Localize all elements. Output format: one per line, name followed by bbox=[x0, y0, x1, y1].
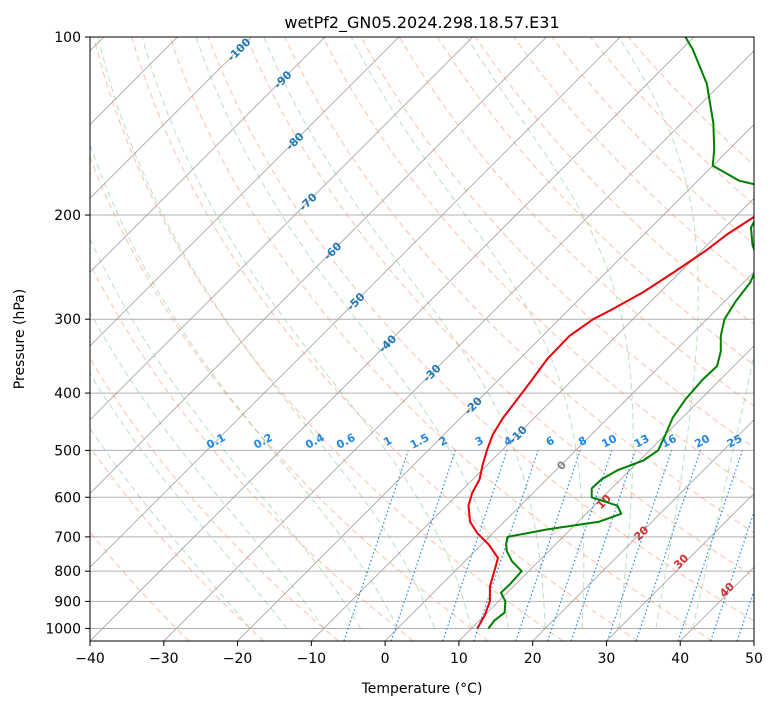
dry-adiabat-line bbox=[245, 37, 754, 578]
isotherm-line bbox=[458, 345, 754, 641]
isotherm-line bbox=[90, 37, 326, 273]
isotherm-line bbox=[90, 37, 547, 495]
moist-adiabat-lines bbox=[90, 37, 754, 629]
dry-adiabat-line bbox=[284, 37, 754, 534]
isotherm-line bbox=[606, 492, 754, 641]
moist-adiabat-line bbox=[692, 353, 754, 629]
moist-adiabat-line bbox=[90, 237, 362, 629]
mixing-ratio-line bbox=[677, 450, 743, 641]
x-tick-label: −10 bbox=[297, 651, 327, 667]
isotherm-line bbox=[237, 123, 754, 641]
y-tick-label: 400 bbox=[54, 386, 81, 402]
x-tick-label: 10 bbox=[450, 651, 468, 667]
moist-adiabat-line bbox=[90, 372, 288, 629]
y-tick-label: 200 bbox=[54, 208, 81, 224]
x-axis-title: Temperature (°C) bbox=[361, 681, 483, 697]
moist-adiabat-line bbox=[263, 37, 546, 629]
dry-adiabat-line bbox=[169, 37, 713, 641]
y-tick-label: 800 bbox=[54, 564, 81, 580]
x-tick-label: 50 bbox=[745, 651, 763, 667]
mixing-ratio-lines bbox=[343, 450, 754, 641]
isotherm-line bbox=[90, 37, 695, 641]
isotherm-line bbox=[163, 50, 754, 641]
x-axis: −40 −30 −20 −10 0 10 20 30 40 50 bbox=[75, 641, 763, 667]
mixing-ratio-label: 20 bbox=[692, 432, 712, 451]
mixing-ratio-label: 13 bbox=[632, 432, 652, 451]
mixing-ratio-line bbox=[547, 450, 613, 641]
y-tick-label: 1000 bbox=[45, 621, 81, 637]
y-tick-label: 700 bbox=[54, 530, 81, 546]
isotherm-line bbox=[90, 37, 252, 199]
mixing-ratio-line bbox=[606, 450, 673, 641]
x-tick-label: −40 bbox=[75, 651, 105, 667]
y-tick-label: 500 bbox=[54, 443, 81, 459]
mixing-ratio-label: 10 bbox=[599, 432, 619, 451]
moist-adiabat-line bbox=[350, 37, 585, 629]
x-tick-label: −30 bbox=[149, 651, 179, 667]
plot-frame bbox=[89, 36, 755, 642]
x-tick-label: −20 bbox=[223, 651, 253, 667]
mixing-ratio-label: 30 bbox=[753, 432, 773, 451]
dewpoint-profile bbox=[487, 37, 754, 630]
y-tick-label: 900 bbox=[54, 594, 81, 610]
mixing-ratio-line bbox=[515, 450, 581, 641]
mixing-ratio-line bbox=[710, 510, 754, 641]
pressure-gridlines bbox=[90, 37, 754, 629]
moist-adiabat-line bbox=[618, 37, 699, 629]
mixing-ratio-label: 25 bbox=[725, 432, 745, 451]
moist-adiabat-line bbox=[97, 37, 435, 629]
sounding-profiles bbox=[467, 37, 754, 630]
dry-adiabat-line bbox=[90, 262, 414, 641]
dry-adiabat-line bbox=[90, 446, 265, 641]
isotherm-line bbox=[532, 419, 754, 641]
dry-adiabat-line bbox=[475, 37, 754, 325]
x-tick-label: 40 bbox=[671, 651, 689, 667]
y-tick-label: 100 bbox=[54, 30, 81, 46]
y-axis-title: Pressure (hPa) bbox=[12, 289, 28, 389]
dry-adiabat-line bbox=[436, 37, 754, 366]
y-tick-label: 300 bbox=[54, 312, 81, 328]
dry-adiabat-line bbox=[207, 37, 754, 622]
mixing-ratio-line bbox=[390, 450, 457, 641]
isotherm-line bbox=[90, 37, 400, 347]
dry-adiabat-line bbox=[90, 357, 339, 641]
x-tick-label: 0 bbox=[381, 651, 390, 667]
isotherm-line bbox=[90, 37, 621, 568]
y-axis: 100 200 300 400 500 600 700 800 900 1000 bbox=[45, 30, 90, 637]
mixing-ratio-line bbox=[635, 450, 701, 641]
plot-area: 0.10.20.40.611.52346810131620253036-100-… bbox=[90, 37, 773, 641]
mixing-ratio-line bbox=[343, 450, 409, 641]
temperature-profile bbox=[467, 215, 754, 629]
isotherm-lines bbox=[90, 37, 754, 641]
moist-adiabat-line bbox=[141, 37, 472, 629]
x-tick-label: 20 bbox=[524, 651, 542, 667]
moist-adiabat-line bbox=[90, 311, 325, 629]
moist-adiabat-line bbox=[195, 37, 509, 629]
y-tick-label: 600 bbox=[54, 490, 81, 506]
mixing-ratio-line bbox=[442, 450, 508, 641]
x-tick-label: 30 bbox=[598, 651, 616, 667]
moist-adiabat-line bbox=[466, 37, 634, 629]
mixing-ratio-line bbox=[570, 450, 637, 641]
isotherm-line bbox=[90, 37, 473, 421]
chart-title: wetPf2_GN05.2024.298.18.57.E31 bbox=[284, 13, 559, 33]
moist-adiabat-line bbox=[90, 427, 251, 629]
dry-adiabat-line bbox=[322, 37, 754, 491]
dry-adiabat-line bbox=[131, 37, 639, 641]
